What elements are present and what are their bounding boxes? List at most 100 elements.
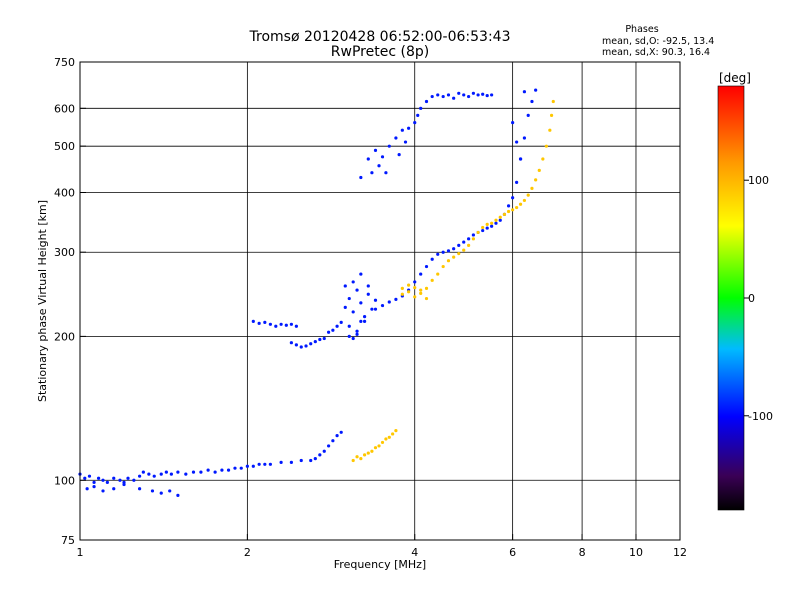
echo-point: [457, 91, 461, 95]
echo-point: [380, 155, 385, 159]
y-tick-label: 100: [54, 474, 75, 487]
echo-point: [467, 94, 471, 99]
x-tick-label: 12: [673, 546, 687, 559]
echo-point: [467, 243, 471, 248]
echo-point: [419, 291, 423, 296]
echo-point: [394, 429, 398, 433]
echo-point: [101, 489, 105, 493]
echo-point: [436, 252, 440, 256]
colorbar-ticks: 100 0 -100: [744, 174, 773, 423]
echo-point: [498, 215, 502, 219]
echo-point: [400, 292, 404, 296]
echo-point: [343, 284, 347, 288]
data-points: [78, 88, 555, 497]
echo-point: [313, 340, 317, 344]
y-tick-label: 500: [54, 140, 75, 153]
echo-point: [359, 272, 363, 276]
echo-point: [430, 278, 434, 282]
x-tick-label: 6: [509, 546, 516, 559]
echo-point: [366, 157, 370, 161]
echo-point: [485, 222, 489, 227]
echo-point: [263, 320, 267, 324]
echo-point: [384, 171, 388, 175]
echo-point: [494, 221, 498, 225]
echo-point: [430, 94, 434, 99]
echo-point: [138, 474, 142, 478]
x-tick-label: 2: [244, 546, 251, 559]
echo-point: [481, 225, 485, 230]
echo-point: [304, 344, 308, 348]
echo-point: [294, 343, 298, 347]
echo-point: [87, 474, 92, 478]
echo-point: [351, 336, 355, 341]
echo-point: [394, 297, 398, 302]
echo-point: [122, 482, 126, 487]
y-tick-label: 400: [54, 186, 75, 199]
echo-point: [548, 128, 552, 132]
echo-point: [441, 264, 445, 269]
echo-point: [239, 466, 243, 470]
echo-point: [362, 315, 367, 319]
echo-point: [309, 342, 313, 346]
echo-point: [380, 303, 385, 308]
echo-point: [132, 478, 136, 482]
echo-point: [526, 193, 530, 197]
echo-point: [462, 93, 466, 97]
echo-point: [400, 128, 404, 132]
echo-point: [226, 468, 231, 472]
colorbar-label: [deg]: [719, 71, 751, 85]
echo-point: [347, 296, 351, 301]
echo-point: [436, 93, 440, 97]
echo-point: [366, 284, 370, 288]
echo-point: [522, 198, 527, 203]
phases-o-stats: mean, sd,O: -92.5, 13.4: [602, 36, 714, 47]
echo-point: [299, 458, 303, 463]
echo-point: [534, 178, 538, 182]
echo-point: [518, 157, 523, 161]
echo-point: [416, 113, 420, 117]
echo-point: [424, 296, 429, 301]
echo-point: [522, 136, 527, 140]
echo-point: [419, 272, 423, 276]
echo-point: [322, 336, 326, 341]
echo-point: [263, 462, 267, 466]
echo-point: [407, 290, 411, 294]
echo-point: [485, 226, 489, 230]
echo-point: [506, 204, 511, 208]
echo-point: [289, 341, 293, 345]
echo-point: [494, 218, 498, 222]
echo-point: [518, 202, 523, 206]
echo-point: [476, 230, 480, 235]
echo-point: [400, 286, 404, 291]
echo-point: [191, 470, 196, 474]
chart-title: Tromsø 20120428 06:52:00-06:53:43: [249, 29, 511, 45]
echo-point: [373, 148, 378, 152]
echo-point: [251, 464, 255, 468]
echo-point: [359, 319, 363, 323]
echo-point: [413, 121, 417, 125]
colorbar-tick-label: -100: [748, 410, 773, 423]
echo-point: [446, 93, 451, 97]
echo-point: [511, 196, 515, 200]
echo-point: [118, 478, 122, 482]
echo-point: [331, 328, 335, 332]
echo-point: [318, 337, 322, 342]
echo-point: [355, 288, 359, 292]
echo-point: [446, 259, 451, 263]
echo-point: [471, 91, 475, 95]
echo-point: [502, 212, 507, 216]
echo-point: [387, 300, 391, 304]
echo-point: [359, 301, 363, 305]
echo-point: [257, 321, 261, 325]
echo-point: [355, 332, 359, 336]
echo-point: [339, 320, 343, 324]
echo-point: [112, 487, 116, 491]
echo-point: [299, 345, 303, 349]
echo-point: [284, 323, 288, 327]
y-tick-label: 750: [54, 56, 75, 69]
echo-point: [199, 470, 203, 474]
echo-point: [279, 322, 283, 326]
y-tick-label: 600: [54, 102, 75, 115]
echo-point: [377, 444, 381, 448]
echo-point: [101, 478, 105, 482]
